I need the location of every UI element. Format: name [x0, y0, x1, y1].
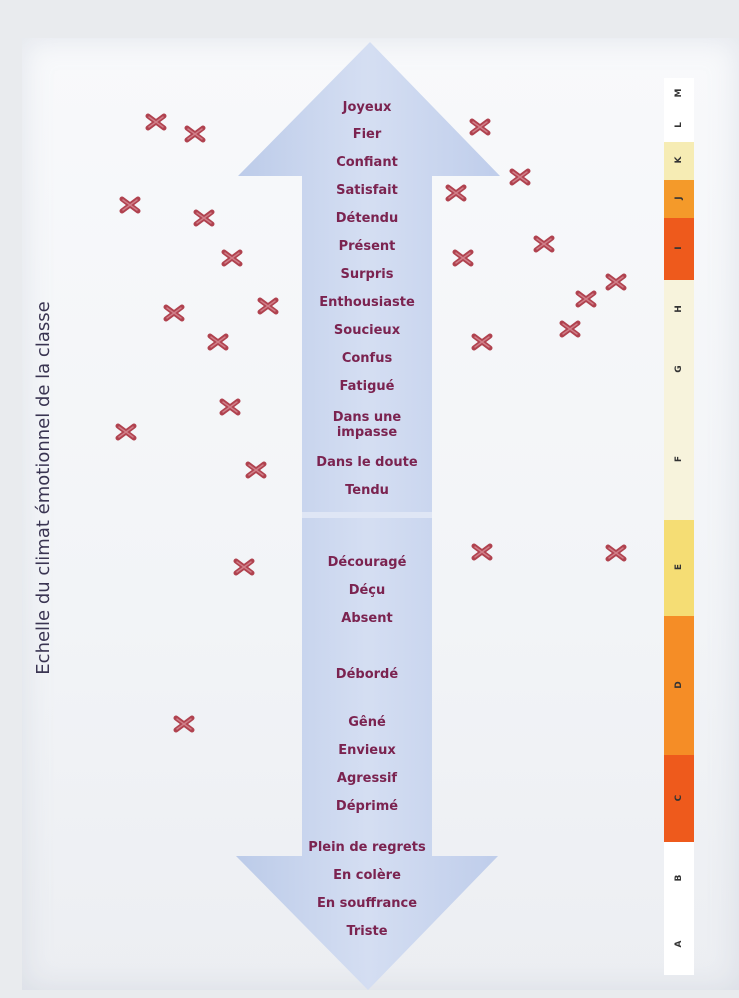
scale-letter: F [674, 455, 684, 463]
emotion-label: Déçu [348, 583, 386, 598]
cross-mark-icon [184, 125, 206, 143]
chart-title: Echelle du climat émotionnel de la class… [33, 301, 54, 675]
scale-letter: J [674, 196, 684, 200]
cross-mark-icon [219, 398, 241, 416]
cross-mark-icon [193, 209, 215, 227]
cross-mark-icon [575, 290, 597, 308]
cross-mark-icon [233, 558, 255, 576]
emotion-label: Satisfait [336, 183, 398, 198]
scale-segment [664, 142, 694, 180]
emotion-label: Confus [341, 351, 393, 366]
emotion-label: Gêné [348, 715, 386, 730]
emotion-label: Agressif [336, 771, 398, 786]
emotion-label: Dans le doute [316, 455, 418, 470]
emotion-label: Envieux [338, 743, 396, 758]
scale-letter: D [674, 680, 684, 689]
emotion-label: Tendu [345, 483, 389, 498]
emotion-label: Soucieux [333, 323, 401, 338]
scale-segment [664, 755, 694, 842]
cross-mark-icon [221, 249, 243, 267]
cross-mark-icon [605, 544, 627, 562]
scale-letter: K [674, 156, 684, 164]
scale-letter: I [674, 246, 684, 250]
scale-segment [664, 842, 694, 915]
scale-letter: C [674, 794, 684, 801]
scale-segment [664, 280, 694, 340]
emotion-label: Joyeux [342, 100, 392, 115]
emotion-label: Enthousiaste [319, 295, 415, 310]
emotion-label: Présent [338, 239, 396, 254]
emotion-label: Absent [341, 611, 393, 626]
cross-mark-icon [469, 118, 491, 136]
cross-mark-icon [509, 168, 531, 186]
emotion-label: Confiant [336, 155, 398, 170]
scale-letter: A [674, 940, 684, 948]
emotion-label: Déprimé [335, 799, 399, 814]
emotion-label: Fier [352, 127, 382, 142]
cross-mark-icon [257, 297, 279, 315]
arrow-divider [302, 512, 432, 518]
cross-mark-icon [559, 320, 581, 338]
cross-mark-icon [452, 249, 474, 267]
scale-segment [664, 520, 694, 616]
emotion-label: Fatigué [339, 379, 395, 394]
emotion-label: Dans une impasse [332, 410, 402, 440]
emotion-label: Surpris [340, 267, 394, 282]
emotion-label: Découragé [327, 555, 407, 570]
scale-letter: E [674, 563, 684, 571]
scale-segment [664, 78, 694, 110]
cross-mark-icon [471, 333, 493, 351]
scale-letter: G [674, 365, 684, 373]
cross-mark-icon [207, 333, 229, 351]
emotion-label: Débordé [335, 667, 399, 682]
cross-mark-icon [145, 113, 167, 131]
scale-segment [664, 218, 694, 280]
scale-letter: H [674, 305, 684, 313]
emotion-label: Plein de regrets [308, 840, 426, 855]
scale-letter: B [674, 874, 684, 881]
emotion-label: En souffrance [316, 896, 418, 911]
scale-segment [664, 400, 694, 520]
cross-mark-icon [445, 184, 467, 202]
scale-segment [664, 915, 694, 975]
emotion-label: En colère [333, 868, 401, 883]
cross-mark-icon [533, 235, 555, 253]
cross-mark-icon [173, 715, 195, 733]
scale-segment [664, 340, 694, 400]
scale-segment [664, 180, 694, 218]
cross-mark-icon [471, 543, 493, 561]
scale-segment [664, 110, 694, 142]
cross-mark-icon [163, 304, 185, 322]
cross-mark-icon [245, 461, 267, 479]
scale-letter: L [674, 122, 684, 128]
cross-mark-icon [605, 273, 627, 291]
emotion-label: Détendu [335, 211, 399, 226]
emotion-label: Triste [346, 924, 388, 939]
scale-segment [664, 616, 694, 755]
scale-letter: M [674, 88, 684, 98]
cross-mark-icon [119, 196, 141, 214]
cross-mark-icon [115, 423, 137, 441]
